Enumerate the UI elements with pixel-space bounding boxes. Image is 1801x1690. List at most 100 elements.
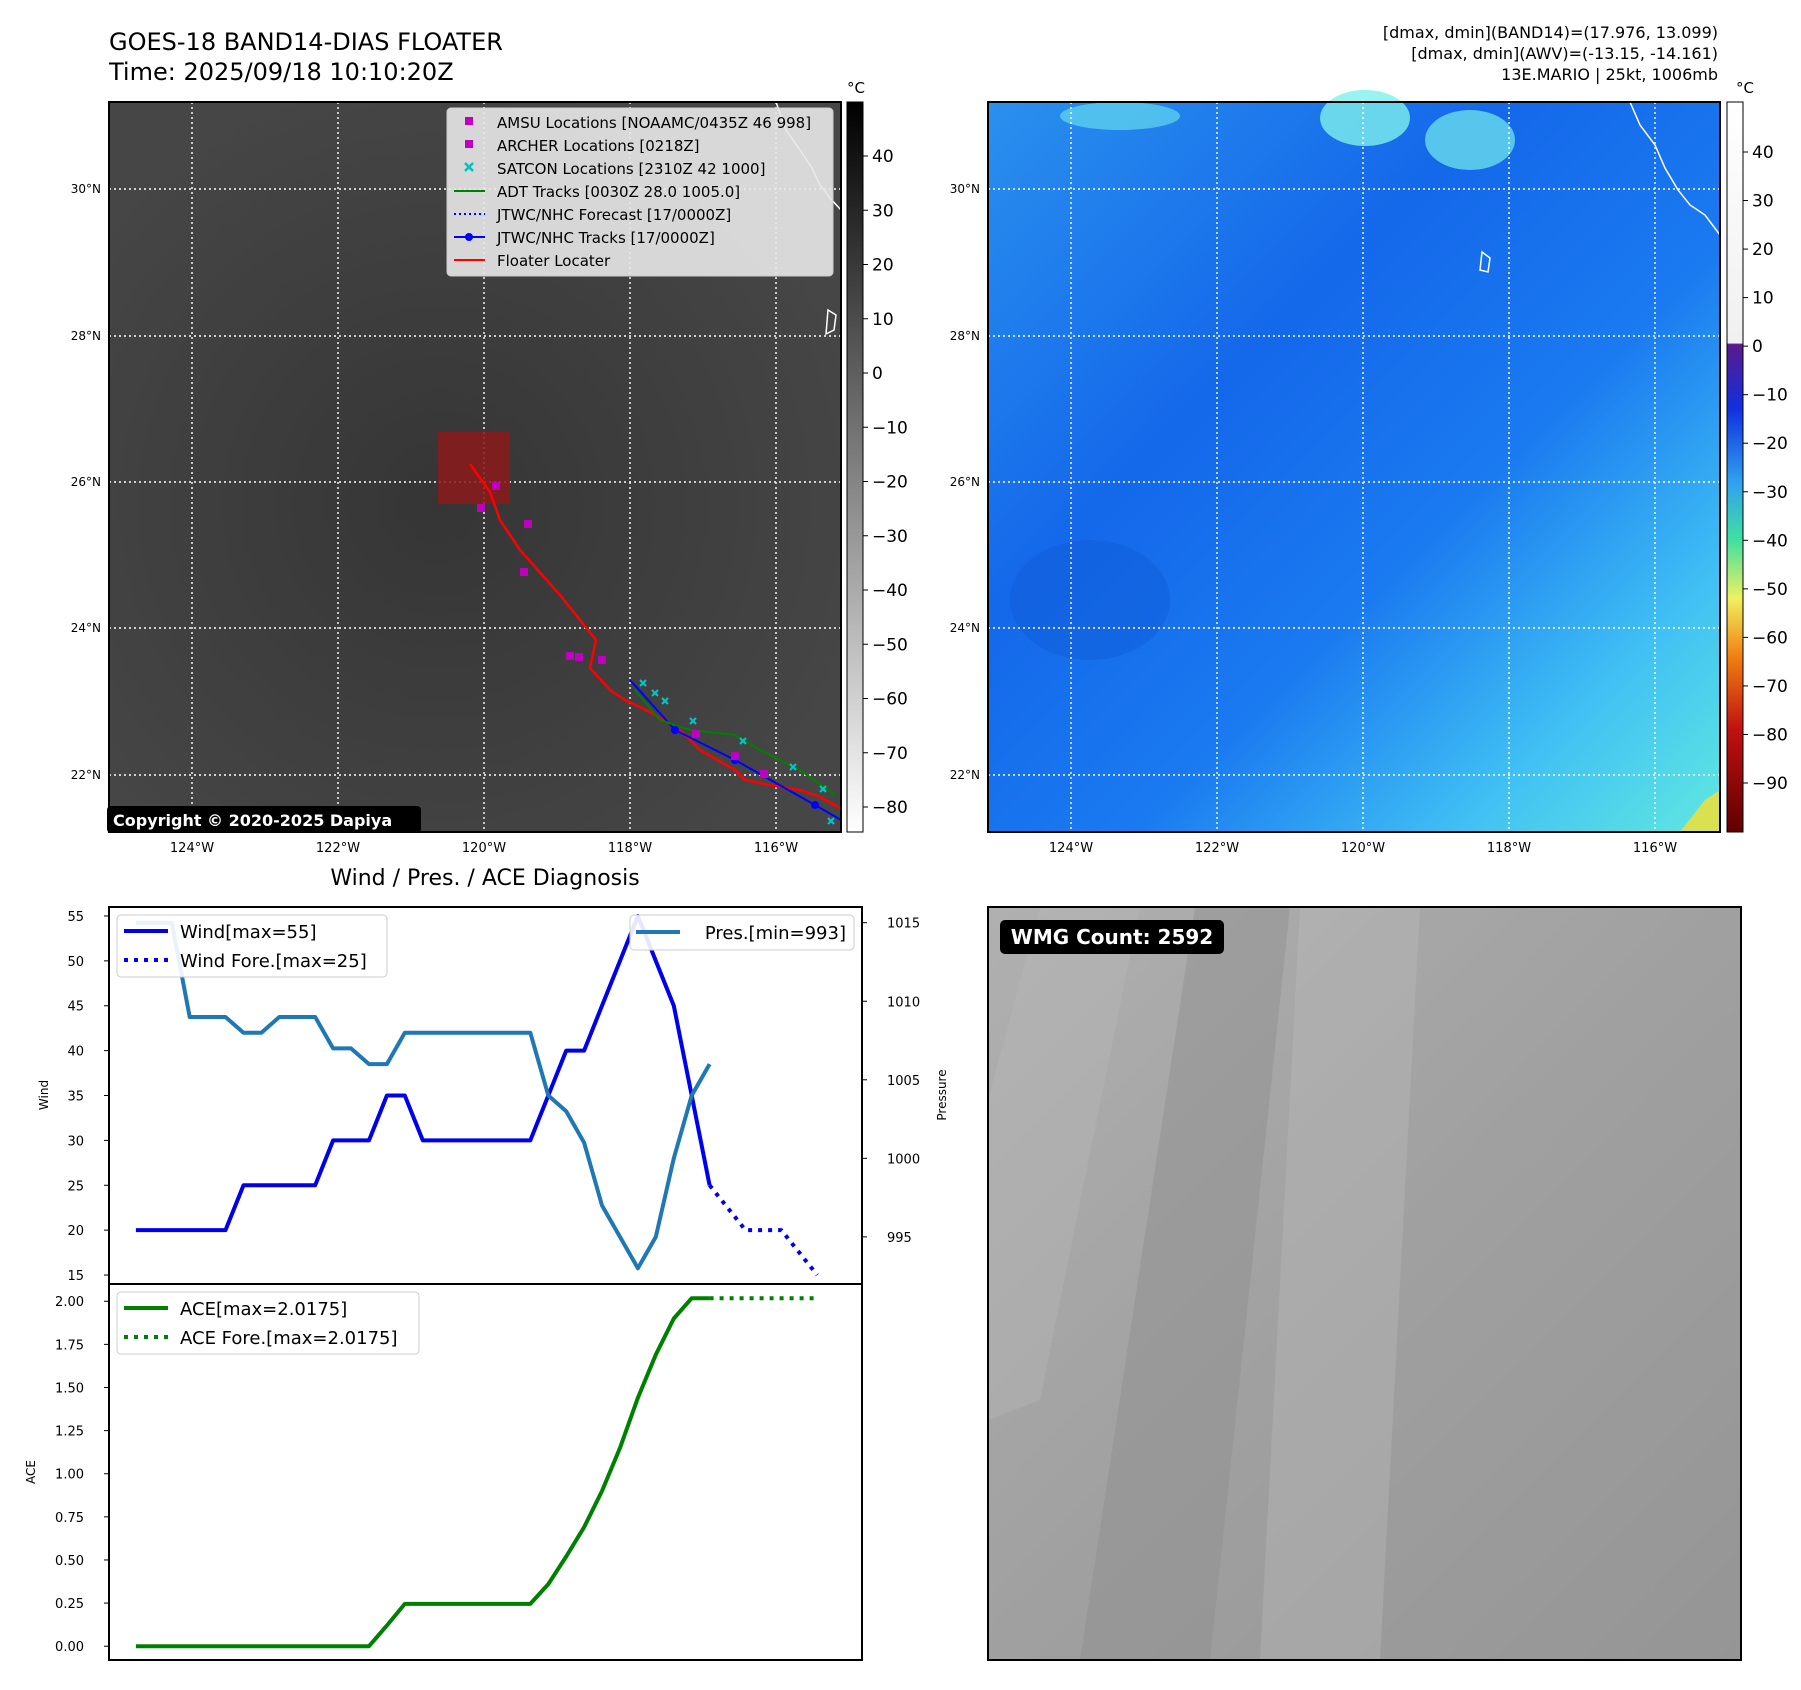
pressure-tick-label: 995 [887,1231,912,1246]
wv-colorbar: °C 40 30 20 10 0 −10 −20 −30 −40 −50 −60 −70 −80 −90 [1726,79,1788,833]
pressure-tick-label: 1010 [887,995,920,1010]
map-lon-tick-label: 122°W [1195,841,1239,856]
wv-island [1479,250,1491,273]
copyright-badge [107,806,421,833]
map-lat-tick-label: 28°N [71,329,101,343]
wmg-count-badge [1000,920,1224,954]
map-lat-tick-label: 24°N [71,621,101,635]
wv-cloud-patch-1 [1320,90,1410,146]
legend-pressure-label: Pres.[min=993] [705,923,846,944]
wmg-light-band [1260,907,1420,1660]
wv-coastline [1629,101,1721,236]
wv-colorbar-unit: °C [1736,79,1754,97]
colorbar-tick-label: −80 [1752,725,1788,745]
ace-legend: ACE[max=2.0175] ACE Fore.[max=2.0175] [116,1291,420,1355]
colorbar-tick-label: −40 [872,581,908,601]
colorbar-tick-label: −30 [1752,483,1788,503]
pressure-tick-label: 1005 [887,1074,920,1089]
map-lon-tick-label: 124°W [1049,841,1093,856]
ace-tick-label: 1.25 [55,1425,84,1440]
map-lat-tick-label: 24°N [950,621,980,635]
colorbar-tick-label: −60 [1752,628,1788,648]
diagnosis-title: Wind / Pres. / ACE Diagnosis [330,866,639,891]
figure-title-line1: GOES-18 BAND14-DIAS FLOATER [109,28,503,56]
ace-tick-label: 1.75 [55,1338,84,1353]
colorbar-tick-label: −10 [1752,386,1788,406]
pressure-tick-label: 1000 [887,1152,920,1167]
wv-map-grid [988,102,1720,832]
wv-map-frame [987,101,1721,833]
wind-forecast-line [708,1184,819,1277]
info-line1: [dmax, dmin](BAND14)=(17.976, 13.099) [1383,23,1718,42]
colorbar-tick-label: −30 [872,527,908,547]
pressure-tick-label: 1015 [887,917,920,932]
ace-tick-label: 1.50 [55,1381,84,1396]
copyright-text: Copyright © 2020-2025 Dapiya [113,811,392,830]
ir-island [825,308,837,336]
legend-marker-jtwc-tracks-dot [465,233,473,241]
map-lon-tick-label: 118°W [608,841,652,856]
wind-tick-label: 50 [67,955,84,970]
colorbar-tick-label: −20 [1752,434,1788,454]
colorbar-tick-label: 40 [872,147,894,167]
ace-tick-label: 0.75 [55,1511,84,1526]
wind-tick-label: 20 [67,1224,84,1239]
wind-series-line [135,914,712,1233]
wv-cloud-patch-3 [1060,102,1180,130]
legend-marker-amsu [465,117,473,125]
colorbar-tick-label: 40 [1752,143,1774,163]
wmg-dark-band [1080,907,1290,1660]
legend-marker-satcon [464,162,474,172]
colorbar-tick-label: −70 [872,744,908,764]
info-line2: [dmax, dmin](AWV)=(-13.15, -14.161) [1411,44,1718,63]
wv-yellow-patch [1680,790,1720,832]
legend-wind-label: Wind[max=55] [180,922,317,943]
wmg-frame [987,906,1742,1661]
colorbar-tick-label: −50 [1752,580,1788,600]
ir-colorbar: °C 40 30 20 10 0 −10 −20 −30 −40 −50 −60 −70 −80 [846,79,908,833]
colorbar-tick-label: 0 [872,364,883,384]
wind-tick-label: 15 [67,1269,84,1284]
wind-tick-label: 25 [67,1179,84,1194]
floater-track [468,463,841,810]
wv-map-field [988,102,1720,832]
ir-map-panel: AMSU Locations [NOAAMC/0435Z 46 998] ARC… [107,101,842,833]
wmg-panel: WMG Count: 2592 [987,906,1742,1661]
amsu-archer-markers [477,482,768,778]
colorbar-tick-label: 30 [872,201,894,221]
colorbar-tick-label: 10 [872,310,894,330]
wind-tick-label: 30 [67,1134,84,1149]
colorbar-tick-label: −80 [872,798,908,818]
colorbar-tick-label: 0 [1752,337,1763,357]
map-lat-tick-label: 22°N [71,768,101,782]
legend-label-satcon: SATCON Locations [2310Z 42 1000] [497,160,765,178]
ace-tick-label: 2.00 [55,1295,84,1310]
colorbar-tick-label: 30 [1752,192,1774,212]
wv-cloud-patch-2 [1425,110,1515,170]
pressure-series-line [135,920,712,1271]
colorbar-tick-label: 20 [872,256,894,276]
ace-tick-label: 0.50 [55,1554,84,1569]
map-lat-tick-label: 30°N [71,182,101,196]
map-lon-tick-label: 120°W [1341,841,1385,856]
pressure-legend: Pres.[min=993] [629,914,855,951]
wv-dry-patch [1010,540,1170,660]
map-lat-tick-label: 26°N [71,475,101,489]
colorbar-tick-label: −90 [1752,774,1788,794]
legend-label-adt: ADT Tracks [0030Z 28.0 1005.0] [497,183,740,201]
wind-tick-label: 40 [67,1045,84,1060]
map-lon-tick-label: 116°W [754,841,798,856]
colorbar-tick-label: 20 [1752,240,1774,260]
figure-title-line2: Time: 2025/09/18 10:10:20Z [108,58,454,86]
colorbar-tick-label: −50 [872,635,908,655]
colorbar-tick-label: 10 [1752,289,1774,309]
ace-tick-label: 1.00 [55,1468,84,1483]
ace-chart: ACE 0.00 0.25 0.50 0.75 1.00 1.25 1.50 1.75 2.00… [24,1283,863,1661]
map-lat-tick-label: 30°N [950,182,980,196]
colorbar-tick-label: −70 [1752,677,1788,697]
info-line3: 13E.MARIO | 25kt, 1006mb [1501,65,1718,84]
map-lat-tick-label: 26°N [950,475,980,489]
wind-legend: Wind[max=55] Wind Fore.[max=25] [116,914,388,978]
wind-tick-label: 45 [67,1000,84,1015]
